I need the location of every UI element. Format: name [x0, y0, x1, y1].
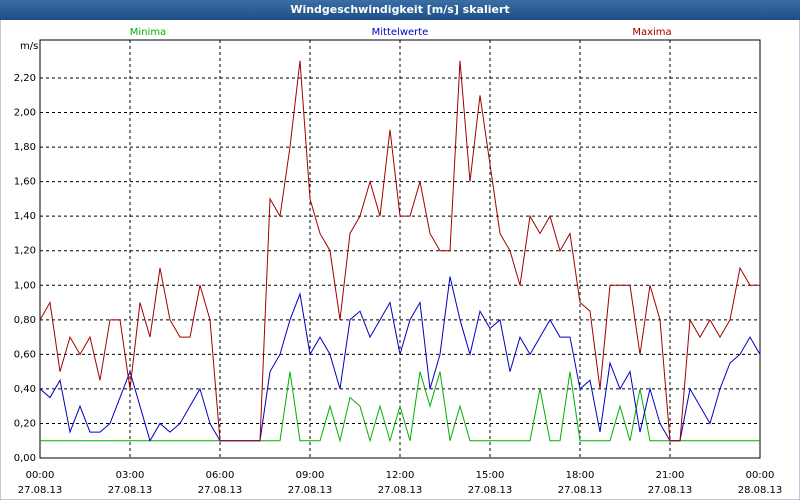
x-tick-label: 03:00: [116, 470, 145, 481]
series-line: [39, 60, 760, 442]
x-tick-label: 15:00: [476, 470, 505, 481]
y-tick-label: 1,20: [14, 246, 36, 257]
x-tick-date: 27.08.13: [558, 485, 603, 496]
title-bar: [0, 0, 800, 20]
y-tick-label: 0,00: [14, 453, 36, 464]
x-tick-date: 27.08.13: [468, 485, 513, 496]
x-tick-label: 09:00: [296, 470, 325, 481]
x-tick-label: 12:00: [386, 470, 415, 481]
window-title: Windgeschwindigkeit [m/s] skaliert: [290, 3, 509, 16]
legend-label: Maxima: [632, 27, 671, 38]
x-tick-label: 06:00: [206, 470, 235, 481]
x-tick-date: 27.08.13: [648, 485, 693, 496]
y-tick-label: 1,60: [14, 177, 36, 188]
series-line: [40, 371, 760, 443]
y-tick-label: 2,20: [14, 73, 36, 84]
x-tick-date: 27.08.13: [288, 485, 333, 496]
series-line: [39, 276, 761, 442]
y-tick-label: 1,80: [14, 142, 36, 153]
y-tick-label: 0,80: [14, 315, 36, 326]
y-unit: m/s: [20, 41, 38, 52]
x-tick-date: 27.08.13: [18, 485, 63, 496]
y-tick-label: 0,60: [14, 349, 36, 360]
y-tick-label: 0,40: [14, 384, 36, 395]
y-tick-label: 0,20: [14, 418, 36, 429]
x-tick-date: 27.08.13: [198, 485, 243, 496]
x-tick-date: 27.08.13: [108, 485, 153, 496]
legend-label: Minima: [130, 27, 166, 38]
x-tick-label: 00:00: [26, 470, 55, 481]
x-tick-label: 18:00: [566, 470, 595, 481]
y-tick-label: 2,00: [14, 108, 36, 119]
y-tick-label: 1,00: [14, 280, 36, 291]
x-tick-date: 27.08.13: [378, 485, 423, 496]
x-tick-date: 28.08.13: [738, 485, 783, 496]
x-tick-label: 00:00: [746, 470, 775, 481]
y-tick-label: 1,40: [14, 211, 36, 222]
legend-label: Mittelwerte: [372, 27, 429, 38]
x-tick-label: 21:00: [656, 470, 685, 481]
